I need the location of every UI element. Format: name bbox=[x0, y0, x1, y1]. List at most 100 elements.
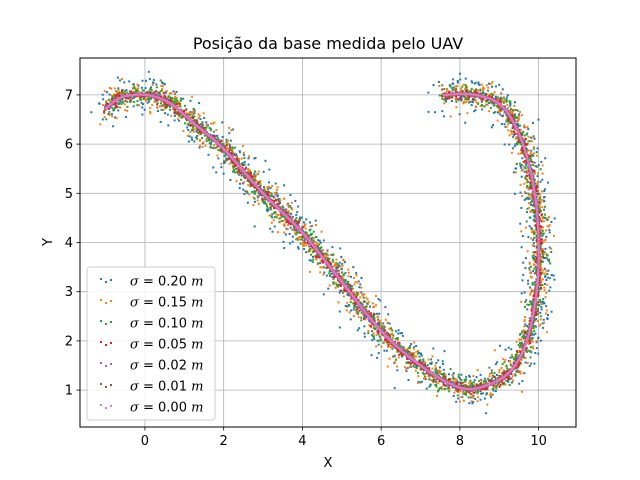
data-point bbox=[233, 166, 236, 169]
data-point bbox=[196, 137, 199, 140]
data-point bbox=[257, 190, 260, 193]
data-point bbox=[162, 109, 165, 112]
data-point bbox=[528, 202, 531, 205]
data-point bbox=[128, 90, 131, 93]
data-point bbox=[500, 122, 503, 125]
data-point bbox=[543, 267, 546, 270]
data-point bbox=[483, 380, 486, 383]
data-point bbox=[415, 366, 418, 369]
data-point bbox=[341, 277, 344, 280]
data-point bbox=[231, 147, 234, 150]
data-point bbox=[487, 86, 490, 89]
data-point bbox=[296, 232, 298, 235]
data-point bbox=[473, 110, 476, 113]
data-point bbox=[164, 107, 167, 110]
data-point bbox=[130, 99, 133, 102]
data-point bbox=[233, 153, 236, 156]
data-point bbox=[456, 394, 459, 397]
data-point bbox=[528, 197, 531, 200]
data-point bbox=[519, 166, 522, 169]
data-point bbox=[486, 387, 489, 390]
data-point bbox=[523, 372, 526, 375]
data-point bbox=[525, 178, 528, 181]
data-point bbox=[529, 286, 532, 289]
data-point bbox=[533, 283, 536, 286]
data-point bbox=[286, 211, 289, 214]
data-point bbox=[480, 104, 483, 107]
data-point bbox=[511, 126, 514, 129]
data-point bbox=[444, 96, 447, 99]
data-point bbox=[523, 319, 526, 322]
data-point bbox=[501, 97, 504, 100]
data-point bbox=[136, 83, 139, 86]
data-point bbox=[164, 97, 167, 100]
data-point bbox=[413, 356, 416, 359]
data-point bbox=[113, 107, 116, 110]
data-point bbox=[319, 262, 322, 265]
data-point bbox=[444, 375, 447, 378]
data-point bbox=[485, 84, 488, 87]
data-point bbox=[289, 226, 292, 229]
data-point bbox=[338, 291, 341, 294]
data-point bbox=[459, 72, 462, 75]
data-point bbox=[536, 186, 539, 189]
data-point bbox=[449, 84, 452, 87]
data-point bbox=[140, 101, 143, 104]
data-point bbox=[373, 312, 376, 315]
data-point bbox=[477, 81, 480, 84]
data-point bbox=[536, 189, 539, 192]
data-point bbox=[532, 347, 535, 350]
data-point bbox=[164, 112, 167, 115]
data-point bbox=[111, 94, 114, 97]
data-point bbox=[541, 164, 544, 167]
data-point bbox=[535, 246, 538, 249]
data-point bbox=[531, 283, 534, 286]
data-point bbox=[229, 147, 232, 150]
data-point bbox=[261, 197, 264, 200]
data-point bbox=[455, 382, 458, 385]
data-point bbox=[466, 88, 469, 91]
data-point bbox=[429, 362, 432, 365]
data-point bbox=[472, 384, 475, 387]
data-point bbox=[117, 87, 120, 90]
data-point bbox=[535, 270, 538, 273]
data-point bbox=[304, 231, 307, 234]
data-point bbox=[533, 362, 536, 365]
data-point bbox=[528, 262, 531, 265]
data-point bbox=[309, 270, 312, 273]
data-point bbox=[507, 375, 510, 378]
data-point bbox=[513, 104, 516, 107]
data-point bbox=[454, 377, 457, 380]
data-point bbox=[524, 331, 527, 334]
data-point bbox=[243, 160, 246, 163]
data-point bbox=[535, 238, 538, 241]
data-point bbox=[173, 112, 176, 115]
data-point bbox=[388, 322, 391, 325]
data-point bbox=[432, 84, 435, 87]
data-point bbox=[534, 231, 537, 234]
data-point bbox=[326, 249, 329, 252]
data-point bbox=[442, 373, 445, 376]
data-point bbox=[349, 275, 352, 278]
data-point bbox=[457, 397, 460, 400]
data-point bbox=[522, 161, 525, 164]
data-point bbox=[357, 306, 360, 309]
data-point bbox=[399, 353, 402, 356]
data-point bbox=[387, 342, 390, 345]
data-point bbox=[242, 174, 245, 177]
data-point bbox=[514, 115, 517, 118]
data-point bbox=[472, 381, 475, 384]
data-point bbox=[552, 274, 555, 277]
data-point bbox=[474, 105, 477, 108]
data-point bbox=[540, 305, 543, 308]
data-point bbox=[197, 113, 200, 116]
data-point bbox=[548, 228, 551, 231]
data-point bbox=[534, 265, 537, 268]
data-point bbox=[328, 257, 331, 260]
data-point bbox=[296, 237, 299, 240]
data-point bbox=[439, 370, 442, 373]
data-point bbox=[421, 362, 424, 365]
data-point bbox=[202, 126, 205, 129]
data-point bbox=[259, 185, 262, 188]
data-point bbox=[523, 182, 526, 185]
